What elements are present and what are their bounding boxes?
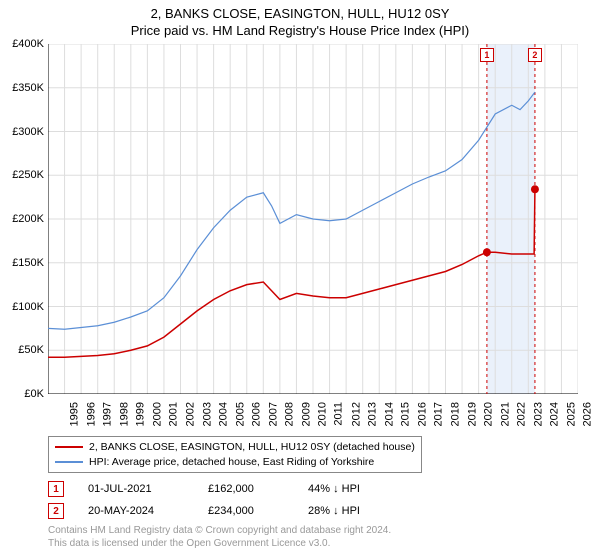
legend-label: HPI: Average price, detached house, East… bbox=[89, 455, 374, 470]
y-tick-label: £350K bbox=[0, 82, 44, 94]
x-tick-label: 2021 bbox=[499, 402, 511, 426]
x-tick-label: 1998 bbox=[118, 402, 130, 426]
x-tick-label: 2001 bbox=[168, 402, 180, 426]
marker-date: 01-JUL-2021 bbox=[88, 483, 208, 495]
x-tick-label: 2008 bbox=[284, 402, 296, 426]
legend-swatch bbox=[55, 461, 83, 463]
y-tick-label: £250K bbox=[0, 169, 44, 181]
x-tick-label: 2024 bbox=[549, 402, 561, 426]
table-row: 2 20-MAY-2024 £234,000 28% ↓ HPI bbox=[48, 500, 428, 522]
footer: Contains HM Land Registry data © Crown c… bbox=[48, 524, 391, 550]
footer-line: Contains HM Land Registry data © Crown c… bbox=[48, 524, 391, 537]
marker-badge: 1 bbox=[48, 481, 64, 497]
x-tick-label: 2005 bbox=[234, 402, 246, 426]
x-tick-label: 2000 bbox=[151, 402, 163, 426]
x-tick-label: 2013 bbox=[367, 402, 379, 426]
table-row: 1 01-JUL-2021 £162,000 44% ↓ HPI bbox=[48, 478, 428, 500]
x-tick-label: 2020 bbox=[483, 402, 495, 426]
marker-price: £162,000 bbox=[208, 483, 308, 495]
y-tick-label: £400K bbox=[0, 38, 44, 50]
x-tick-label: 2006 bbox=[251, 402, 263, 426]
chart-area: £0K£50K£100K£150K£200K£250K£300K£350K£40… bbox=[48, 44, 578, 394]
x-tick-label: 1996 bbox=[85, 402, 97, 426]
chart-svg bbox=[48, 44, 578, 394]
legend-row: 2, BANKS CLOSE, EASINGTON, HULL, HU12 0S… bbox=[55, 440, 415, 455]
x-tick-label: 2014 bbox=[383, 402, 395, 426]
legend: 2, BANKS CLOSE, EASINGTON, HULL, HU12 0S… bbox=[48, 436, 422, 473]
x-tick-label: 2025 bbox=[565, 402, 577, 426]
y-tick-label: £150K bbox=[0, 257, 44, 269]
marker-pct: 44% ↓ HPI bbox=[308, 483, 428, 495]
x-tick-label: 1997 bbox=[102, 402, 114, 426]
x-tick-label: 2004 bbox=[218, 402, 230, 426]
y-tick-label: £200K bbox=[0, 213, 44, 225]
x-tick-label: 2010 bbox=[317, 402, 329, 426]
x-tick-label: 1999 bbox=[135, 402, 147, 426]
chart-container: 2, BANKS CLOSE, EASINGTON, HULL, HU12 0S… bbox=[0, 0, 600, 560]
x-tick-label: 2022 bbox=[516, 402, 528, 426]
marker-table: 1 01-JUL-2021 £162,000 44% ↓ HPI 2 20-MA… bbox=[48, 478, 428, 522]
x-tick-label: 2012 bbox=[350, 402, 362, 426]
x-tick-label: 2023 bbox=[532, 402, 544, 426]
x-tick-label: 2019 bbox=[466, 402, 478, 426]
marker-date: 20-MAY-2024 bbox=[88, 505, 208, 517]
marker-badge: 2 bbox=[48, 503, 64, 519]
x-tick-label: 2026 bbox=[582, 402, 594, 426]
x-tick-label: 1995 bbox=[68, 402, 80, 426]
y-tick-label: £100K bbox=[0, 301, 44, 313]
title-address: 2, BANKS CLOSE, EASINGTON, HULL, HU12 0S… bbox=[0, 6, 600, 21]
marker-price: £234,000 bbox=[208, 505, 308, 517]
legend-swatch bbox=[55, 446, 83, 448]
x-tick-label: 2011 bbox=[333, 402, 345, 426]
x-tick-label: 2009 bbox=[300, 402, 312, 426]
title-block: 2, BANKS CLOSE, EASINGTON, HULL, HU12 0S… bbox=[0, 0, 600, 38]
marker-pct: 28% ↓ HPI bbox=[308, 505, 428, 517]
y-tick-label: £300K bbox=[0, 126, 44, 138]
y-tick-label: £0K bbox=[0, 388, 44, 400]
x-tick-label: 2003 bbox=[201, 402, 213, 426]
legend-label: 2, BANKS CLOSE, EASINGTON, HULL, HU12 0S… bbox=[89, 440, 415, 455]
chart-annotation: 1 bbox=[480, 48, 494, 62]
x-tick-label: 2016 bbox=[416, 402, 428, 426]
x-tick-label: 2007 bbox=[267, 402, 279, 426]
x-tick-label: 2018 bbox=[449, 402, 461, 426]
chart-annotation: 2 bbox=[528, 48, 542, 62]
legend-row: HPI: Average price, detached house, East… bbox=[55, 455, 415, 470]
x-tick-label: 2002 bbox=[184, 402, 196, 426]
x-tick-label: 2017 bbox=[433, 402, 445, 426]
title-subtitle: Price paid vs. HM Land Registry's House … bbox=[0, 23, 600, 38]
footer-line: This data is licensed under the Open Gov… bbox=[48, 537, 391, 550]
y-tick-label: £50K bbox=[0, 344, 44, 356]
x-tick-label: 2015 bbox=[400, 402, 412, 426]
